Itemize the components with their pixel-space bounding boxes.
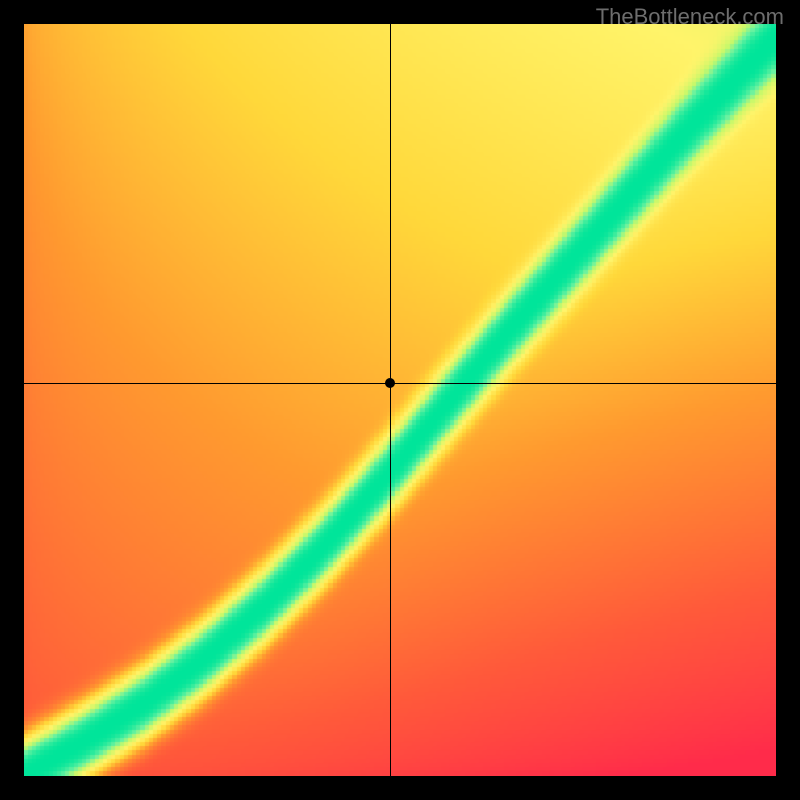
crosshair-horizontal (24, 383, 776, 384)
watermark-text: TheBottleneck.com (596, 4, 784, 30)
heatmap-canvas (24, 24, 776, 776)
crosshair-vertical (390, 24, 391, 776)
chart-container: TheBottleneck.com (0, 0, 800, 800)
plot-area (24, 24, 776, 776)
marker-dot (385, 378, 395, 388)
